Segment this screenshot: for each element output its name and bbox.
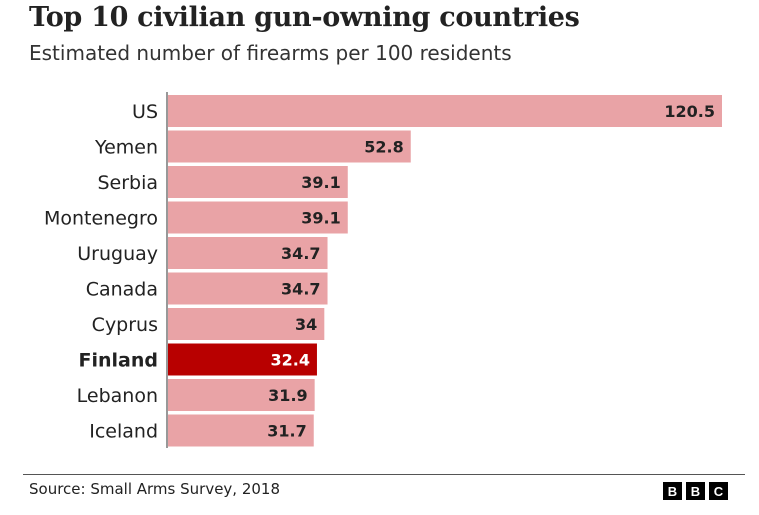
bbc-logo-b2: B	[686, 482, 705, 500]
bar-chart: US 120.5 Yemen 52.8 Serbia 39.1 Montenegro 39.1…	[44, 92, 722, 448]
value-label: 52.8	[364, 138, 403, 157]
chart-title: Top 10 civilian gun-owning countries	[29, 2, 580, 33]
category-label: Lebanon	[77, 385, 158, 407]
source-text: Source: Small Arms Survey, 2018	[29, 480, 281, 498]
category-label: Canada	[86, 279, 158, 301]
value-label: 39.1	[301, 209, 340, 228]
category-label: Iceland	[89, 421, 158, 443]
bar-us	[168, 95, 722, 127]
bar-uruguay	[168, 237, 328, 269]
value-label: 120.5	[664, 102, 715, 121]
bbc-logo-b1: B	[663, 482, 682, 500]
footer-divider	[23, 474, 745, 475]
value-label: 32.4	[270, 351, 309, 370]
value-label: 34	[295, 315, 317, 334]
value-label: 34.7	[281, 280, 320, 299]
category-label: Montenegro	[44, 208, 158, 230]
value-label: 31.7	[267, 422, 306, 441]
category-label: Finland	[79, 350, 158, 372]
bar-montenegro	[168, 201, 348, 234]
bar-canada	[168, 272, 328, 305]
value-label: 39.1	[301, 173, 340, 192]
bbc-logo: B B C	[663, 482, 728, 500]
category-label: Cyprus	[92, 314, 158, 336]
value-label: 34.7	[281, 244, 320, 263]
chart-subtitle: Estimated number of firearms per 100 res…	[29, 41, 512, 65]
bar-serbia	[168, 166, 348, 198]
value-label: 31.9	[268, 386, 307, 405]
bar-cyprus	[168, 308, 325, 340]
bbc-logo-c: C	[709, 482, 728, 500]
bar-lebanon	[168, 379, 315, 411]
category-label: Yemen	[94, 137, 158, 159]
category-label: Serbia	[97, 172, 158, 194]
category-label: Uruguay	[77, 243, 158, 265]
category-label: US	[132, 101, 158, 123]
bar-iceland	[168, 414, 314, 447]
bar-yemen	[168, 130, 411, 163]
bar-finland	[168, 343, 317, 376]
